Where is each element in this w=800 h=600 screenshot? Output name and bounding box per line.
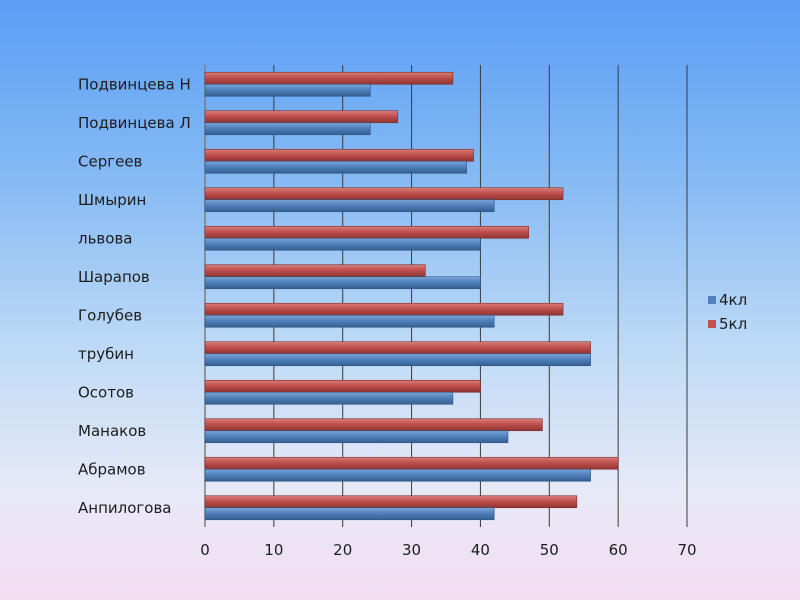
- x-tick-label: 40: [471, 541, 490, 559]
- bar-series-4kl: [204, 314, 495, 328]
- bar-series-5kl: [204, 187, 564, 201]
- bar-series-5kl: [204, 418, 543, 432]
- bar-series-4kl: [204, 160, 467, 174]
- x-axis-ticks: 0 10 20 30 40 50 60 70: [200, 541, 696, 559]
- x-tick-label: 0: [200, 541, 210, 559]
- category-label: львова: [78, 229, 132, 247]
- bar-series-4kl: [204, 199, 495, 213]
- bar-series-4kl: [204, 276, 481, 290]
- bars: [204, 71, 619, 521]
- category-labels: Анпилогова Абрамов Манаков Осотов трубин Голу…: [78, 75, 191, 517]
- category-label: Шарапов: [78, 268, 150, 286]
- bar-series-5kl: [204, 148, 474, 162]
- bar-series-4kl: [204, 391, 454, 405]
- x-tick-label: 10: [264, 541, 283, 559]
- legend-swatch: [708, 320, 716, 328]
- bar-series-5kl: [204, 495, 578, 509]
- bar-series-4kl: [204, 468, 591, 482]
- category-label: Манаков: [78, 422, 146, 440]
- bar-series-5kl: [204, 379, 481, 393]
- bar-series-5kl: [204, 225, 529, 239]
- bar-series-4kl: [204, 430, 509, 444]
- category-label: Анпилогова: [78, 499, 171, 517]
- category-label: Подвинцева Л: [78, 114, 191, 132]
- bar-series-5kl: [204, 456, 619, 470]
- bar-series-5kl: [204, 302, 564, 316]
- category-label: Абрамов: [78, 460, 146, 478]
- bar-series-5kl: [204, 341, 591, 355]
- category-label: Шмырин: [78, 191, 146, 209]
- x-tick-label: 70: [677, 541, 696, 559]
- x-tick-label: 30: [402, 541, 421, 559]
- legend-label: 4кл: [719, 291, 747, 309]
- gridlines: [204, 65, 688, 527]
- legend-label: 5кл: [719, 315, 747, 333]
- bar-series-4kl: [204, 237, 481, 251]
- bar-series-5kl: [204, 71, 454, 85]
- category-label: Сергеев: [78, 152, 142, 170]
- category-label: Голубев: [78, 306, 142, 324]
- category-label: трубин: [78, 345, 134, 363]
- category-label: Подвинцева Н: [78, 75, 191, 93]
- bar-series-4kl: [204, 353, 591, 367]
- x-tick-label: 60: [609, 541, 628, 559]
- bar-series-5kl: [204, 110, 399, 124]
- legend-swatch: [708, 296, 716, 304]
- bar-series-4kl: [204, 507, 495, 521]
- bar-series-4kl: [204, 83, 371, 97]
- x-tick-label: 50: [540, 541, 559, 559]
- bar-series-4kl: [204, 122, 371, 136]
- x-tick-label: 20: [333, 541, 352, 559]
- bar-series-5kl: [204, 264, 426, 278]
- category-label: Осотов: [78, 383, 134, 401]
